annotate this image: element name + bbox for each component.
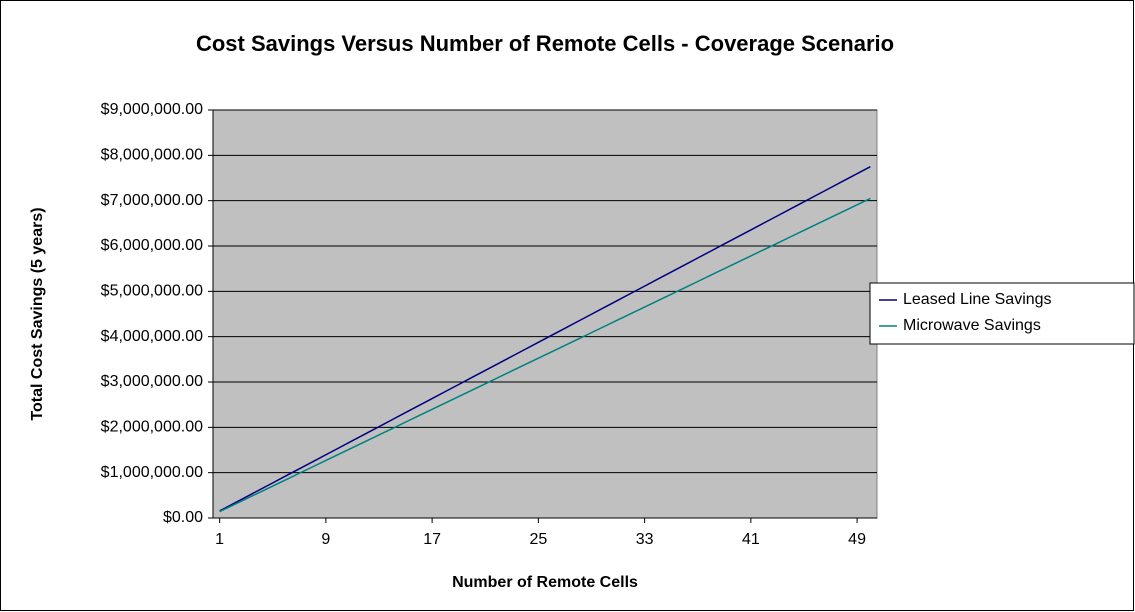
chart-title: Cost Savings Versus Number of Remote Cel…	[196, 31, 894, 56]
x-axis-title: Number of Remote Cells	[452, 574, 638, 591]
x-tick-label: 33	[636, 531, 654, 548]
y-tick-label: $6,000,000.00	[101, 237, 203, 254]
y-tick-label: $5,000,000.00	[101, 283, 203, 300]
y-tick-label: $9,000,000.00	[101, 101, 203, 118]
y-tick-label: $7,000,000.00	[101, 192, 203, 209]
series-line	[219, 197, 871, 513]
legend-box	[869, 282, 1135, 345]
x-tick-label: 25	[529, 531, 547, 548]
series-line	[219, 166, 871, 512]
x-tick-label: 17	[423, 531, 441, 548]
x-tick-label: 9	[321, 531, 330, 548]
x-tick-label: 41	[742, 531, 760, 548]
y-tick-label: $0.00	[163, 509, 203, 526]
x-tick-label: 1	[215, 531, 224, 548]
y-axis-title: Total Cost Savings (5 years)	[29, 207, 46, 420]
y-tick-label: $2,000,000.00	[101, 419, 203, 436]
y-tick-label: $8,000,000.00	[101, 147, 203, 164]
legend-label: Microwave Savings	[903, 317, 1041, 334]
plot-area	[212, 109, 878, 519]
y-tick-label: $1,000,000.00	[101, 464, 203, 481]
x-tick-label: 49	[848, 531, 866, 548]
y-tick-label: $4,000,000.00	[101, 328, 203, 345]
y-tick-label: $3,000,000.00	[101, 373, 203, 390]
legend-label: Leased Line Savings	[903, 291, 1052, 308]
